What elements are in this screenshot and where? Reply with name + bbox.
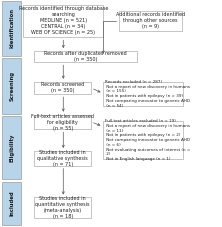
Bar [119, 11, 182, 31]
Text: Studies included in
quantitative synthesis
(meta-analysis)
(n = 18): Studies included in quantitative synthes… [36, 196, 90, 219]
Bar [34, 82, 91, 94]
Bar [2, 58, 21, 114]
Text: Records excluded (n = 287)
 Not a report of new discovery in humans
 (n = 155)
 : Records excluded (n = 287) Not a report … [105, 80, 190, 108]
Text: Included: Included [9, 190, 14, 216]
Text: Full-text articles excluded (n = 19)
 Not a report of new discovery in humans
 (: Full-text articles excluded (n = 19) Not… [105, 119, 190, 161]
Text: Identification: Identification [9, 8, 14, 48]
Text: Full-text articles assessed
for eligibility
(n = 55): Full-text articles assessed for eligibil… [31, 114, 94, 131]
Text: Eligibility: Eligibility [9, 133, 14, 162]
Text: Screening: Screening [9, 71, 14, 101]
Text: Studies included in
qualitative synthesis
(n = 71): Studies included in qualitative synthesi… [37, 150, 88, 167]
Bar [34, 197, 91, 218]
Text: Additional records identified
through other sources
(n = 9): Additional records identified through ot… [116, 12, 185, 30]
Text: Records after duplicates removed
(n = 350): Records after duplicates removed (n = 35… [44, 51, 127, 62]
Bar [34, 115, 91, 129]
Text: Records identified through database
searching
MEDLINE (n = 521)
CENTRAL (n = 34): Records identified through database sear… [19, 7, 108, 35]
Bar [34, 51, 137, 62]
Bar [103, 82, 183, 106]
Bar [2, 182, 21, 225]
Bar [2, 116, 21, 179]
Bar [2, 1, 21, 56]
Text: Records screened
(n = 350): Records screened (n = 350) [41, 82, 84, 94]
Bar [23, 5, 103, 37]
Bar [34, 151, 91, 166]
Bar [103, 121, 183, 159]
